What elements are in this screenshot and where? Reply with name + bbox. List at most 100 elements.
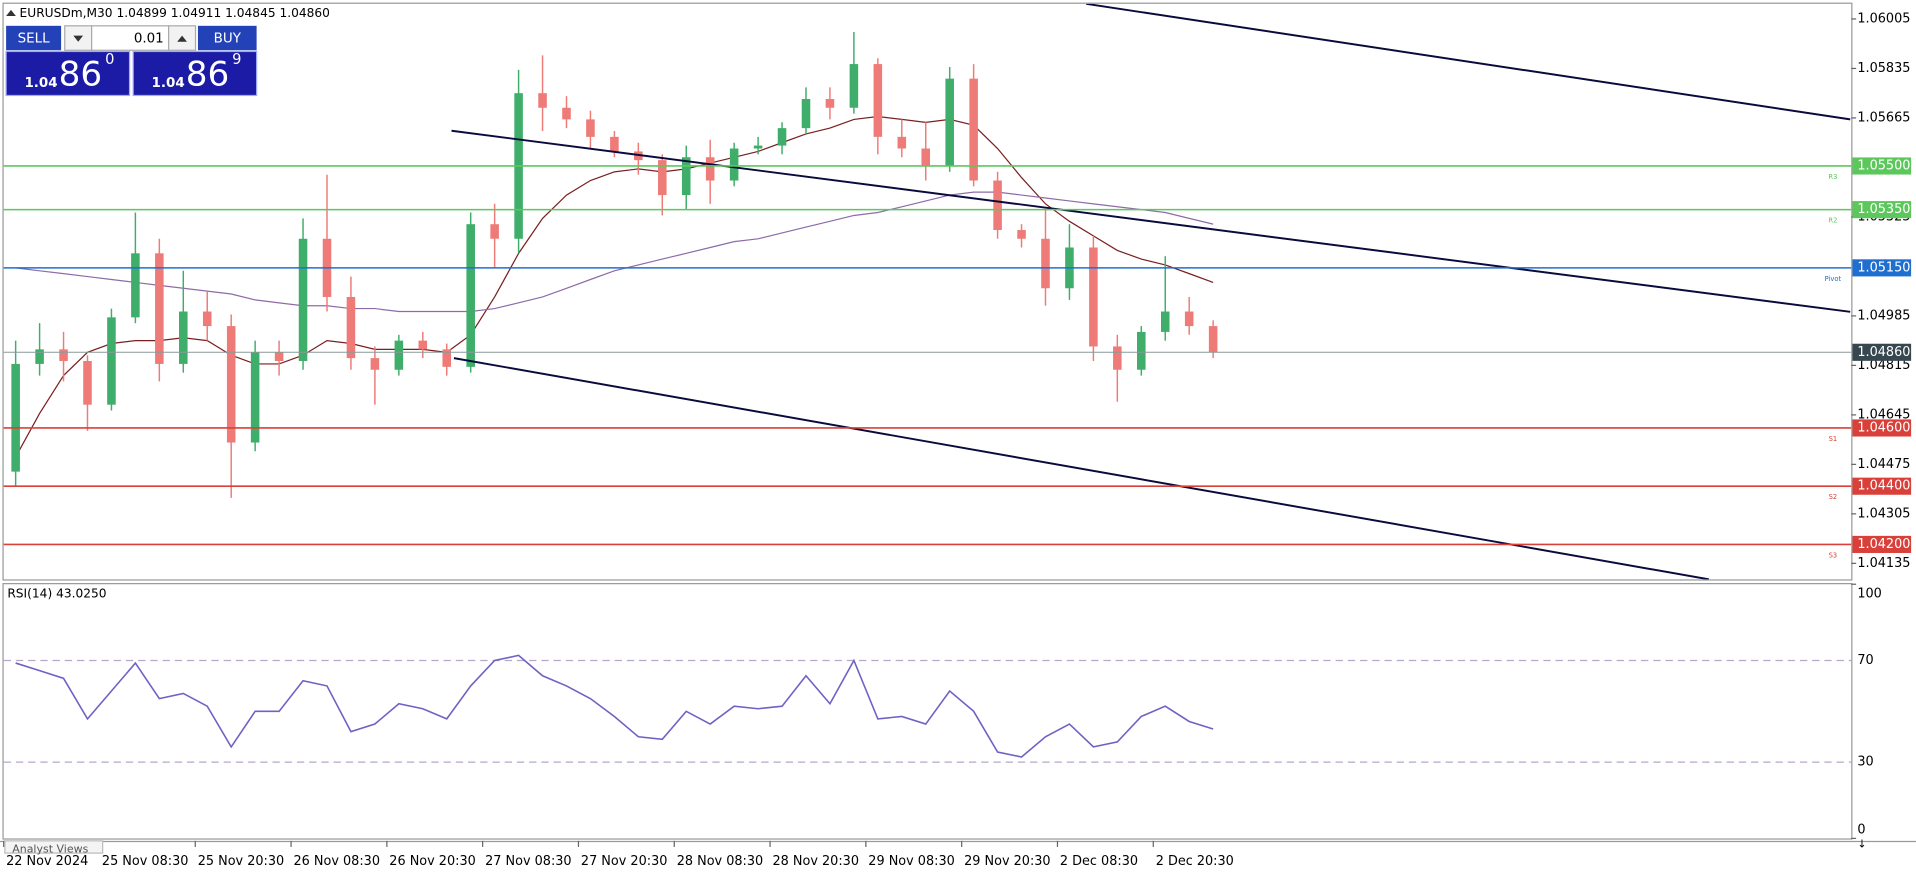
- candle-body: [1113, 346, 1122, 370]
- candle-body: [945, 78, 954, 166]
- candle-body: [658, 160, 667, 196]
- candle-body: [250, 352, 260, 443]
- buy-label: BUY: [214, 32, 242, 47]
- bid-sup: 0: [105, 51, 114, 68]
- x-tick-label: 26 Nov 08:30: [294, 854, 380, 869]
- level-tag: [1852, 477, 1912, 495]
- candle-body: [131, 253, 140, 318]
- y-tick-label: 1.06005: [1857, 11, 1910, 26]
- ask-box[interactable]: [132, 50, 258, 97]
- level-name: S2: [1829, 493, 1838, 501]
- quote-line: EURUSDm,M30 1.04899 1.04911 1.04845 1.04…: [20, 6, 330, 20]
- candle-body: [155, 253, 164, 364]
- candle-body: [442, 349, 452, 367]
- rsi-tick-label: 30: [1857, 755, 1873, 770]
- lot-input[interactable]: [91, 25, 170, 51]
- lot-value: 0.01: [134, 32, 164, 47]
- rsi-tick-label: 0: [1857, 822, 1865, 837]
- candle-body: [1160, 311, 1170, 332]
- collapse-icon: [6, 9, 16, 17]
- rsi-title: RSI(14) 43.0250: [7, 587, 106, 601]
- x-tick-label: 29 Nov 20:30: [964, 854, 1050, 869]
- candle-body: [298, 238, 308, 362]
- trendline: [451, 129, 1851, 313]
- ask-mid: 86: [186, 54, 230, 94]
- bid-mid: 86: [59, 54, 103, 94]
- sell-button[interactable]: [6, 25, 62, 51]
- x-tick-label: 25 Nov 20:30: [198, 854, 284, 869]
- y-tick-label: 1.05835: [1857, 61, 1910, 76]
- candle-body: [274, 352, 284, 362]
- y-tick-label: 1.04815: [1857, 358, 1910, 373]
- y-tick-label: 1.04985: [1857, 308, 1910, 323]
- candle-body: [729, 148, 739, 181]
- level-tag: [1852, 157, 1912, 175]
- level-label: 1.04400: [1857, 479, 1910, 494]
- candle-body: [969, 78, 978, 181]
- ask-big: 1.04: [152, 76, 185, 91]
- y-tick-label: 1.04305: [1857, 506, 1910, 521]
- x-tick-label: 27 Nov 20:30: [581, 854, 667, 869]
- level-label: 1.05150: [1857, 260, 1910, 275]
- candle-body: [825, 99, 835, 108]
- plot: 1.060051.058351.056651.053251.049851.048…: [3, 3, 1912, 869]
- candle-body: [610, 136, 619, 152]
- candle-body: [681, 157, 691, 196]
- candle-body: [370, 358, 380, 370]
- footer-tab[interactable]: [4, 840, 104, 854]
- rsi-line: [15, 654, 1214, 758]
- candle-body: [705, 157, 715, 181]
- lot-up[interactable]: [168, 25, 197, 51]
- level-name: S3: [1829, 551, 1838, 559]
- candle-body: [346, 296, 356, 359]
- bid-box[interactable]: [5, 50, 131, 97]
- level-name: R2: [1828, 217, 1837, 225]
- candle-body: [777, 128, 787, 146]
- ask-sup: 9: [232, 51, 241, 68]
- level-name: S1: [1829, 435, 1838, 443]
- x-tick-label: 2 Dec 20:30: [1156, 854, 1234, 869]
- current-price-tag: [1852, 343, 1912, 361]
- candle-body: [179, 311, 188, 364]
- candle-body: [1089, 247, 1098, 347]
- bid-big: 1.04: [24, 76, 57, 91]
- level-label: 1.04600: [1857, 420, 1910, 435]
- candle-body: [226, 326, 236, 443]
- candle-body: [394, 340, 404, 370]
- candle-body: [538, 93, 547, 108]
- x-tick-label: 2 Dec 08:30: [1060, 854, 1138, 869]
- trendline: [1086, 3, 1851, 121]
- up-arrow: [177, 35, 187, 42]
- level-label: 1.05350: [1857, 202, 1910, 217]
- x-tick-label: 22 Nov 2024: [6, 854, 88, 869]
- rsi-frame: [2, 583, 1853, 840]
- x-tick-label: 29 Nov 08:30: [868, 854, 954, 869]
- candle-body: [753, 145, 763, 149]
- x-tick-label: 28 Nov 20:30: [773, 854, 859, 869]
- rsi-tick-label: 70: [1857, 653, 1873, 668]
- candle-body: [490, 224, 499, 239]
- candle-body: [466, 224, 475, 367]
- candle-body: [849, 64, 859, 108]
- candle-body: [897, 136, 907, 149]
- candle-body: [801, 99, 811, 129]
- moving-average: [15, 191, 1214, 313]
- candle-body: [107, 317, 116, 405]
- main-plot: [11, 3, 1851, 580]
- candle-body: [1208, 326, 1218, 353]
- candle-body: [418, 340, 428, 350]
- trade-panel: SELL 0.01 BUY 1.04 86 0 1.04 86 9: [5, 25, 258, 97]
- candle-body: [1041, 238, 1050, 289]
- candle-body: [59, 349, 68, 362]
- current-price-label: 1.04860: [1857, 345, 1910, 360]
- level-tag: [1852, 535, 1912, 553]
- candle-body: [35, 349, 44, 364]
- y-tick-label: 1.04475: [1857, 457, 1910, 472]
- buy-button[interactable]: [197, 25, 257, 51]
- down-arrow: [73, 35, 84, 42]
- rsi-tick-label: 100: [1857, 587, 1882, 602]
- moving-average: [15, 115, 1214, 458]
- footer-tab-label: Analyst Views: [12, 842, 88, 855]
